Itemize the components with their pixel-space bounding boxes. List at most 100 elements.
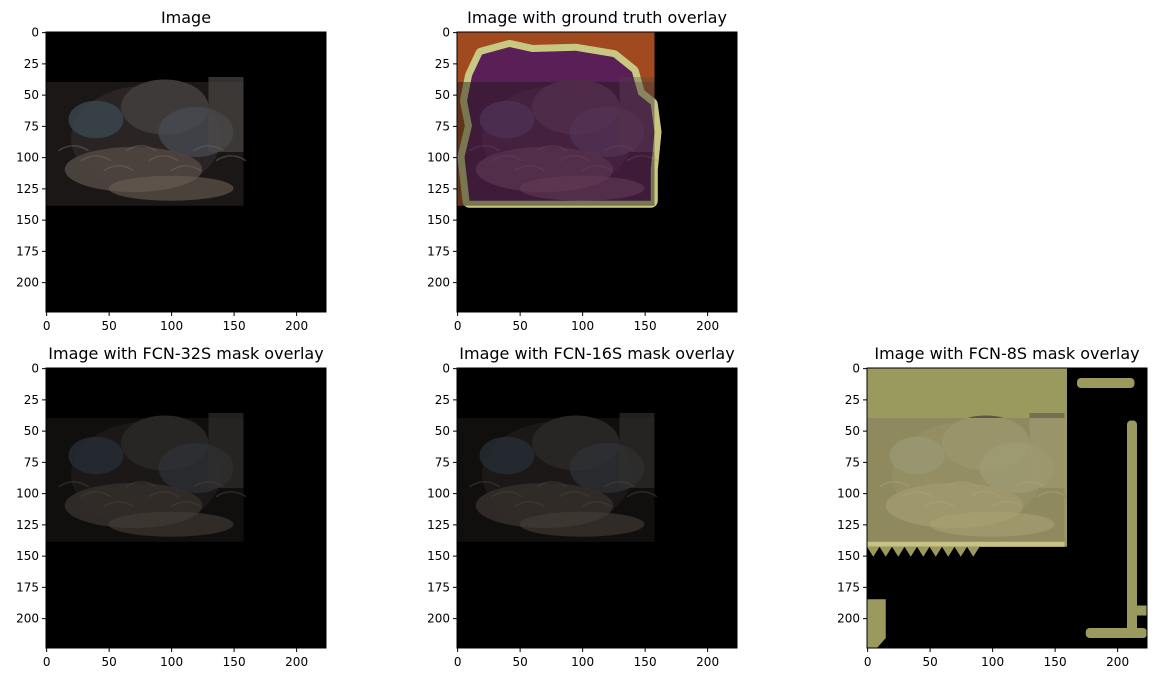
photo-region xyxy=(457,413,658,542)
axes-frame xyxy=(45,367,327,649)
y-tick-label: 25 xyxy=(24,57,39,71)
fcn8s-mask-right-stub xyxy=(1133,605,1147,616)
x-tick-label: 200 xyxy=(285,655,308,669)
fur-streak xyxy=(170,165,202,172)
fur-streak xyxy=(215,491,247,498)
fur-streak xyxy=(80,155,112,162)
y-tick-label: 100 xyxy=(16,151,39,165)
fcn8s-mask-right-bar xyxy=(1127,420,1137,633)
y-tick-label: 175 xyxy=(16,580,39,594)
y-tick-label: 175 xyxy=(427,244,450,258)
fur-streak xyxy=(514,501,545,508)
x-tick-label: 150 xyxy=(223,319,246,333)
fcn8s-mask-bottom-bar xyxy=(1085,628,1147,638)
y-tick-label: 200 xyxy=(16,276,39,290)
y-tick-label: 0 xyxy=(852,362,860,376)
y-tick-label: 0 xyxy=(442,362,450,376)
x-tick-label: 50 xyxy=(101,319,116,333)
x-tick-label: 0 xyxy=(43,655,51,669)
x-tick-label: 100 xyxy=(160,655,183,669)
y-tick-label: 200 xyxy=(427,276,450,290)
fur-streak xyxy=(626,491,658,498)
y-tick-label: 100 xyxy=(427,487,450,501)
x-tick-label: 150 xyxy=(223,655,246,669)
fur-streak xyxy=(103,165,134,172)
cat-fur-blue xyxy=(479,100,535,139)
panel-fcn16s: Image with FCN-16S mask overlay 0 50 100 150… xyxy=(427,344,738,669)
fur-streak xyxy=(193,145,224,152)
cat-tail xyxy=(619,77,655,152)
y-tick-label: 0 xyxy=(31,362,39,376)
y-tick-label: 150 xyxy=(837,549,860,563)
y-tick-label: 100 xyxy=(837,487,860,501)
cat-head xyxy=(532,79,620,135)
fur-streak xyxy=(58,481,89,488)
x-tick-label: 0 xyxy=(454,655,462,669)
y-tick-label: 125 xyxy=(427,182,450,196)
y-tick-label: 175 xyxy=(16,244,39,258)
fur-streak xyxy=(148,491,179,498)
fur-streak xyxy=(491,155,523,162)
cat-tail xyxy=(619,413,655,488)
fur-streak xyxy=(491,491,523,498)
panel-title: Image xyxy=(161,8,211,27)
y-tick-label: 25 xyxy=(24,393,39,407)
y-tick-label: 25 xyxy=(845,393,860,407)
mask-scallop xyxy=(867,546,880,557)
panel-title: Image with FCN-16S mask overlay xyxy=(459,344,734,363)
mask-scallop xyxy=(917,546,930,557)
y-tick-label: 75 xyxy=(24,119,39,133)
mask-scallop xyxy=(967,546,980,557)
panel-title: Image with ground truth overlay xyxy=(467,8,727,27)
cat-fur-blue xyxy=(68,436,124,475)
y-tick-label: 100 xyxy=(427,151,450,165)
fur-streak xyxy=(215,155,247,162)
fur-streak xyxy=(193,481,224,488)
y-tick-label: 0 xyxy=(31,26,39,40)
axes-frame xyxy=(866,367,1148,649)
cat-paws xyxy=(475,147,614,192)
x-tick-label: 100 xyxy=(981,655,1004,669)
x-tick-label: 0 xyxy=(864,655,872,669)
panel-fcn8s: Image with FCN-8S mask overlay 0 50 100 150 2… xyxy=(837,344,1148,669)
cat-tail xyxy=(208,77,244,152)
cat-fur-blue xyxy=(479,436,535,475)
fur-streak xyxy=(559,491,590,498)
axes-frame xyxy=(456,367,738,649)
x-tick-label: 150 xyxy=(634,655,657,669)
mask-scallop xyxy=(879,546,892,557)
y-tick-label: 125 xyxy=(427,518,450,532)
y-tick-label: 100 xyxy=(16,487,39,501)
gt-photo-texture xyxy=(457,77,658,206)
fur-streak xyxy=(536,145,568,152)
y-tick-label: 0 xyxy=(442,26,450,40)
blanket xyxy=(519,511,645,537)
blanket xyxy=(519,175,645,201)
panel-fcn32s: Image with FCN-32S mask overlay 0 50 100 150… xyxy=(16,344,327,669)
fur-streak xyxy=(604,481,635,488)
x-tick-label: 50 xyxy=(101,655,116,669)
cat-tail xyxy=(208,413,244,488)
fcn8s-mask-top-bar xyxy=(1077,378,1135,388)
y-tick-label: 75 xyxy=(845,455,860,469)
fur-streak xyxy=(103,501,134,508)
y-tick-label: 50 xyxy=(845,424,860,438)
gt-foreground-region xyxy=(464,47,655,201)
fur-streak xyxy=(80,491,112,498)
fur-streak xyxy=(581,501,613,508)
x-tick-label: 0 xyxy=(454,319,462,333)
y-tick-label: 200 xyxy=(427,612,450,626)
panel-ground-truth: Image with ground truth overlay 0 50 100 150… xyxy=(427,8,738,333)
y-tick-label: 50 xyxy=(24,88,39,102)
x-tick-label: 200 xyxy=(696,319,719,333)
fur-streak xyxy=(559,155,590,162)
fur-streak xyxy=(514,165,545,172)
mask-scallop xyxy=(942,546,955,557)
y-tick-label: 125 xyxy=(16,182,39,196)
blanket xyxy=(108,175,234,201)
fur-streak xyxy=(604,145,635,152)
x-tick-label: 200 xyxy=(285,319,308,333)
y-tick-label: 25 xyxy=(435,57,450,71)
x-tick-label: 150 xyxy=(1044,655,1067,669)
